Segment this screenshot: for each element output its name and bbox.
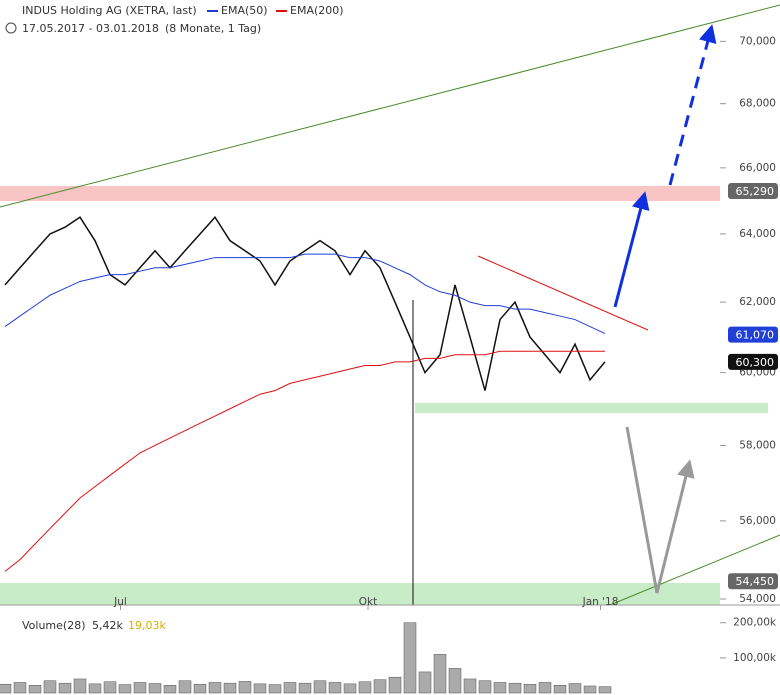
period: (8 Monate, 1 Tag) bbox=[165, 22, 261, 35]
arrow bbox=[625, 426, 695, 594]
volume-bar bbox=[118, 684, 132, 694]
support-band bbox=[415, 403, 768, 413]
arrows bbox=[613, 24, 717, 594]
volume-bar bbox=[178, 680, 192, 694]
volume-bar bbox=[433, 654, 447, 694]
legend-label: EMA(200) bbox=[290, 4, 344, 17]
price-label-box bbox=[728, 353, 778, 370]
volume-bar bbox=[478, 680, 492, 694]
price-label: 60,300 bbox=[736, 356, 775, 369]
volume-bar bbox=[223, 682, 237, 694]
arrow bbox=[613, 191, 650, 308]
chart-title: INDUS Holding AG (XETRA, last) bbox=[22, 4, 197, 17]
volume-bar bbox=[493, 682, 507, 694]
price-label: 61,070 bbox=[736, 329, 775, 342]
subtitle: 17.05.2017 - 03.01.2018 bbox=[22, 22, 159, 35]
volume-bar bbox=[73, 678, 87, 694]
y-tick-label: 62,000 bbox=[739, 296, 776, 308]
series-line bbox=[4, 253, 606, 335]
header: INDUS Holding AG (XETRA, last) EMA(50) E… bbox=[5, 4, 344, 35]
volume-bar bbox=[283, 682, 297, 694]
volume-title: Volume(28) bbox=[22, 619, 86, 632]
resistance-band bbox=[0, 186, 720, 201]
x-tick-label: Okt bbox=[359, 596, 377, 608]
y-tick-label: 54,000 bbox=[739, 593, 776, 605]
y-tick-label: 200,00k bbox=[733, 617, 777, 629]
volume-max: 19,03k bbox=[128, 619, 166, 632]
legend-label: EMA(50) bbox=[221, 4, 268, 17]
volume-bar bbox=[583, 685, 597, 694]
volume-bar bbox=[13, 682, 27, 694]
volume-bar bbox=[298, 682, 312, 694]
volume-bar bbox=[538, 682, 552, 694]
trend-line bbox=[477, 255, 649, 331]
volume-bar bbox=[238, 681, 252, 694]
x-tick-label: Jan '18 bbox=[582, 596, 619, 608]
volume-bar bbox=[313, 680, 327, 694]
price-label: 54,450 bbox=[736, 575, 775, 588]
volume-bar bbox=[88, 683, 102, 694]
volume-bar bbox=[133, 682, 147, 694]
volume-bar bbox=[193, 683, 207, 694]
volume-bar bbox=[208, 682, 222, 694]
volume-bar bbox=[328, 682, 342, 694]
x-tick-label: Jul bbox=[113, 596, 127, 608]
trend-line bbox=[0, 4, 780, 208]
volume-bar bbox=[43, 680, 57, 694]
volume-bar bbox=[58, 682, 72, 694]
y-tick-label: 100,00k bbox=[733, 652, 777, 664]
volume-bar bbox=[358, 681, 372, 694]
y-tick-label: 64,000 bbox=[739, 228, 776, 240]
bands bbox=[0, 4, 780, 606]
volume-bar bbox=[163, 685, 177, 694]
y-tick-label: 56,000 bbox=[739, 515, 776, 527]
volume-bar bbox=[268, 684, 282, 694]
price-label-box bbox=[728, 326, 778, 343]
arrow bbox=[668, 24, 717, 186]
volume-bar bbox=[253, 683, 267, 694]
y-tick-label: 58,000 bbox=[739, 439, 776, 451]
volume-bar bbox=[373, 679, 387, 694]
volume-avg: 5,42k bbox=[92, 619, 123, 632]
volume-bar bbox=[103, 681, 117, 694]
price-label: 65,290 bbox=[736, 185, 775, 198]
volume-bar bbox=[343, 683, 357, 694]
volume-bar bbox=[523, 683, 537, 694]
support-band bbox=[0, 583, 720, 605]
volume-bar bbox=[448, 668, 462, 694]
y-tick-label: 66,000 bbox=[739, 162, 776, 174]
trend-line bbox=[609, 534, 780, 606]
price-label-box bbox=[728, 183, 778, 200]
price-label-box bbox=[728, 573, 778, 590]
volume-bar bbox=[553, 685, 567, 694]
series-line bbox=[4, 215, 606, 391]
y-tick-label: 70,000 bbox=[739, 35, 776, 47]
series-line bbox=[4, 350, 605, 572]
volume-bar bbox=[508, 682, 522, 694]
volume-bar bbox=[463, 678, 477, 694]
volume-bar bbox=[403, 622, 417, 694]
volume-bar bbox=[568, 683, 582, 694]
volume-bar bbox=[388, 676, 402, 694]
volume-bar bbox=[0, 683, 12, 694]
volume-bar bbox=[598, 686, 612, 694]
volume-bar bbox=[148, 683, 162, 694]
clock-icon bbox=[5, 22, 17, 34]
volume-bar bbox=[418, 671, 432, 694]
volume-bar bbox=[28, 685, 42, 694]
y-tick-label: 68,000 bbox=[739, 98, 776, 110]
